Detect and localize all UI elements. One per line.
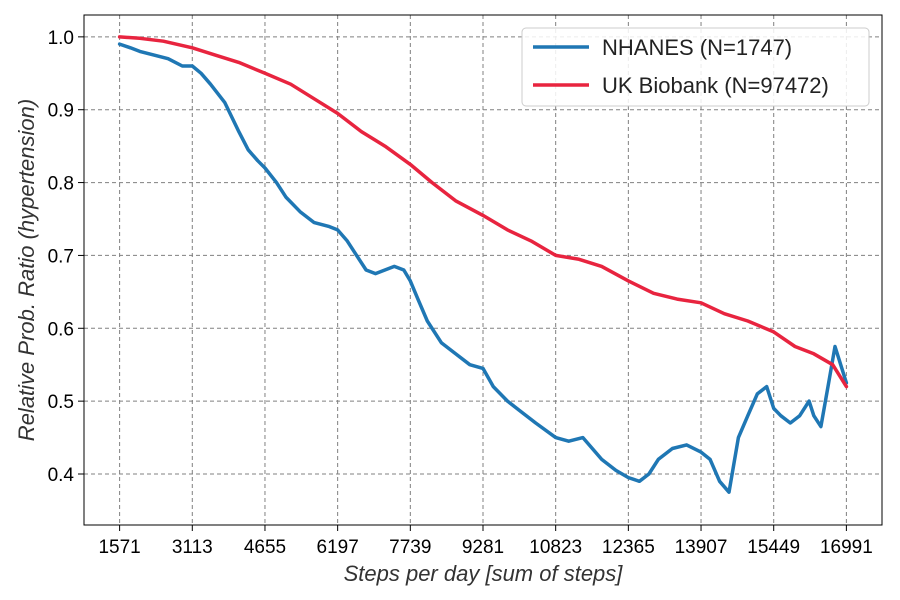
y-tick-label: 0.9 xyxy=(48,101,74,122)
y-tick-label: 0.7 xyxy=(48,246,74,267)
x-axis-title: Steps per day [sum of steps] xyxy=(344,561,624,586)
x-tick-label: 1571 xyxy=(98,537,140,558)
x-tick-label: 16991 xyxy=(820,537,873,558)
legend-label: UK Biobank (N=97472) xyxy=(602,73,829,98)
legend-box xyxy=(521,27,870,107)
x-tick-label: 3113 xyxy=(172,537,213,558)
series-lines xyxy=(117,35,849,494)
tick-marks xyxy=(78,36,847,531)
y-tick-label: 0.6 xyxy=(48,319,74,340)
legend: NHANES (N=1747) UK Biobank (N=97472) xyxy=(521,27,870,107)
x-tick-label: 10823 xyxy=(529,537,582,558)
x-tick-label: 15449 xyxy=(747,537,800,558)
series-line-1 xyxy=(117,42,849,494)
x-tick-label: 12365 xyxy=(602,537,655,558)
y-tick-label: 0.8 xyxy=(48,174,74,195)
x-tick-label: 4655 xyxy=(244,537,286,558)
y-tick-label: 0.5 xyxy=(48,392,74,413)
legend-label: NHANES (N=1747) xyxy=(602,35,792,60)
x-tick-label: 13907 xyxy=(675,537,728,558)
x-tick-label: 7739 xyxy=(389,537,431,558)
x-tick-label: 6197 xyxy=(317,537,359,558)
y-tick-labels: 0.4 0.5 0.6 0.7 0.8 0.9 1.0 xyxy=(48,28,75,486)
y-tick-label: 1.0 xyxy=(48,28,74,49)
x-tick-labels: 1571 3113 4655 6197 7739 9281 10823 12365 13907 1… xyxy=(98,537,872,558)
x-tick-label: 9281 xyxy=(462,537,504,558)
series-line-2 xyxy=(117,35,849,389)
y-tick-label: 0.4 xyxy=(48,465,75,486)
y-axis-title: Relative Prob. Ratio (hypertension) xyxy=(14,99,39,441)
